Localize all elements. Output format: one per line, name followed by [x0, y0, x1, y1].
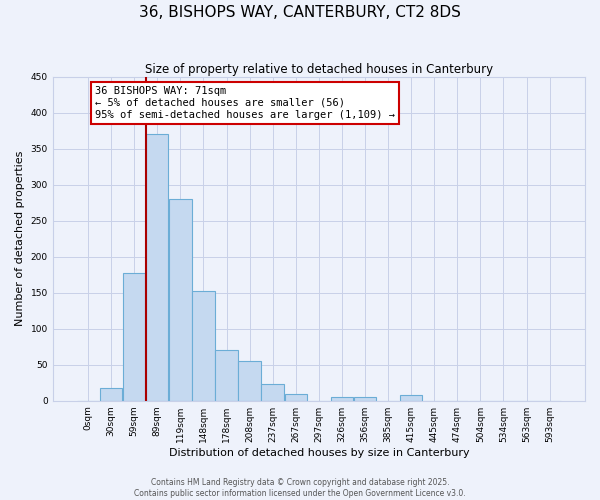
Bar	[331, 397, 353, 400]
Bar	[284, 394, 307, 400]
Bar	[354, 397, 376, 400]
Bar	[192, 290, 215, 401]
Text: Contains HM Land Registry data © Crown copyright and database right 2025.
Contai: Contains HM Land Registry data © Crown c…	[134, 478, 466, 498]
Y-axis label: Number of detached properties: Number of detached properties	[15, 151, 25, 326]
Bar	[123, 272, 145, 400]
Bar	[100, 388, 122, 400]
X-axis label: Distribution of detached houses by size in Canterbury: Distribution of detached houses by size …	[169, 448, 469, 458]
Bar	[169, 199, 191, 400]
Text: 36, BISHOPS WAY, CANTERBURY, CT2 8DS: 36, BISHOPS WAY, CANTERBURY, CT2 8DS	[139, 5, 461, 20]
Bar	[215, 350, 238, 401]
Bar	[146, 134, 169, 400]
Bar	[238, 361, 261, 401]
Bar	[262, 384, 284, 400]
Title: Size of property relative to detached houses in Canterbury: Size of property relative to detached ho…	[145, 62, 493, 76]
Text: 36 BISHOPS WAY: 71sqm
← 5% of detached houses are smaller (56)
95% of semi-detac: 36 BISHOPS WAY: 71sqm ← 5% of detached h…	[95, 86, 395, 120]
Bar	[400, 395, 422, 400]
